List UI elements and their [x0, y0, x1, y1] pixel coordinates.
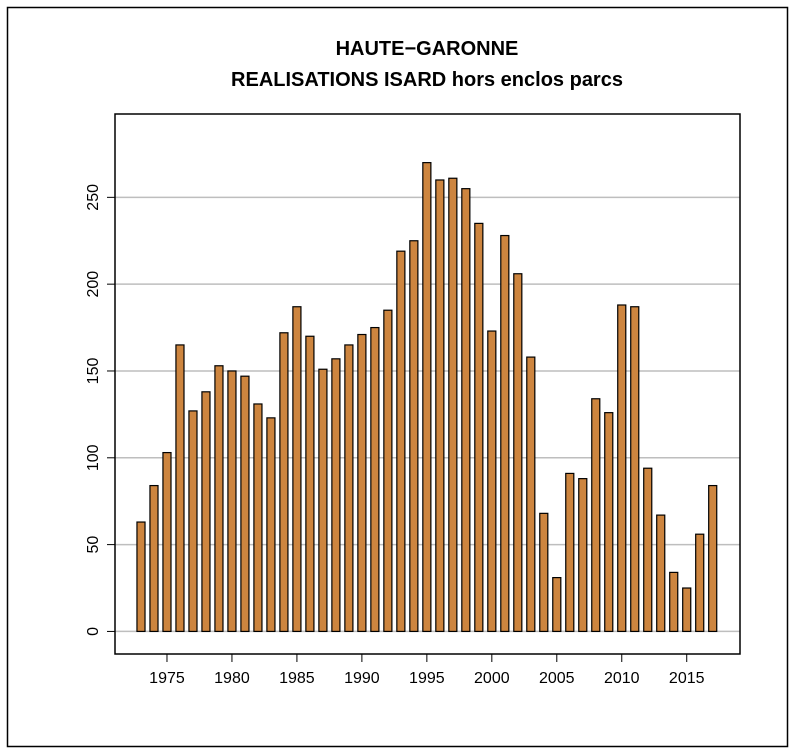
x-tick-label: 1980	[214, 670, 250, 687]
bar	[513, 273, 523, 633]
y-tick-label: 200	[85, 271, 102, 298]
bar	[565, 472, 575, 633]
bar	[383, 309, 393, 633]
x-tick-label: 1995	[409, 670, 445, 687]
y-tick-label: 50	[85, 536, 102, 554]
bar	[331, 358, 341, 633]
bar	[253, 403, 263, 633]
y-tick-label: 100	[85, 444, 102, 471]
bar	[175, 344, 185, 633]
bar	[656, 514, 666, 633]
chart-subtitle: REALISATIONS ISARD hors enclos parcs	[231, 69, 623, 91]
bar	[396, 250, 406, 633]
bar	[188, 410, 198, 633]
plot-box	[114, 113, 741, 655]
bar	[305, 335, 315, 633]
bar	[409, 240, 419, 633]
bar	[448, 177, 458, 633]
bar	[162, 451, 172, 633]
frame	[6, 6, 789, 748]
bar	[201, 391, 211, 633]
bar	[461, 188, 471, 633]
bar	[344, 344, 354, 633]
bar	[604, 412, 614, 633]
bar	[136, 521, 146, 633]
bar	[240, 375, 250, 633]
bar	[474, 222, 484, 633]
bar	[708, 484, 718, 633]
bar	[617, 304, 627, 633]
bar	[357, 333, 367, 633]
bar	[422, 162, 432, 633]
y-tick-label: 150	[85, 358, 102, 385]
chart-title: HAUTE−GARONNE	[336, 38, 519, 60]
x-tick-label: 2010	[604, 670, 640, 687]
x-tick-label: 2000	[474, 670, 510, 687]
x-tick-label: 1985	[279, 670, 315, 687]
bar	[539, 512, 549, 633]
x-tick-label: 2005	[539, 670, 575, 687]
bar	[578, 478, 588, 633]
y-tick-label: 0	[85, 627, 102, 636]
bar	[500, 234, 510, 633]
bar	[370, 326, 380, 633]
bar	[669, 571, 679, 633]
bar	[682, 587, 692, 633]
bar	[149, 484, 159, 633]
bar	[526, 356, 536, 633]
bar	[318, 368, 328, 633]
bar	[630, 306, 640, 633]
bar	[695, 533, 705, 633]
bar	[227, 370, 237, 633]
x-tick-label: 1990	[344, 670, 380, 687]
y-tick-label: 250	[85, 184, 102, 211]
bar	[552, 577, 562, 633]
x-tick-label: 2015	[669, 670, 705, 687]
bar	[435, 179, 445, 633]
bar	[214, 365, 224, 633]
bar	[279, 332, 289, 633]
bar	[643, 467, 653, 633]
bar	[487, 330, 497, 633]
bar	[266, 417, 276, 633]
bar	[591, 398, 601, 633]
x-tick-label: 1975	[149, 670, 185, 687]
bar	[292, 306, 302, 633]
